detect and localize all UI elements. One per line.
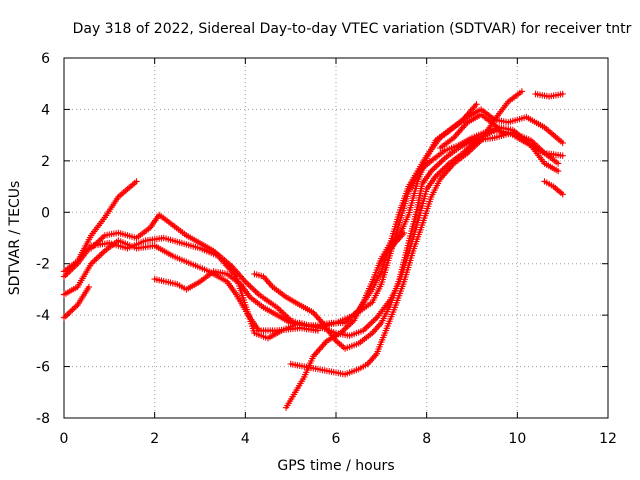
series-layer — [60, 88, 566, 411]
series-markers — [541, 178, 566, 198]
series-track-11 — [532, 90, 566, 100]
series-track-2 — [60, 283, 93, 321]
chart-title: Day 318 of 2022, Sidereal Day-to-day VTE… — [73, 21, 632, 37]
series-track-6 — [151, 106, 566, 329]
series-line — [90, 131, 560, 337]
series-track-13 — [437, 111, 507, 152]
x-axis-label: GPS time / hours — [277, 458, 394, 474]
x-tick-label: 6 — [332, 431, 341, 447]
series-markers — [60, 126, 566, 342]
series-markers — [282, 101, 480, 411]
series-track-7 — [251, 124, 562, 352]
series-track-12 — [541, 178, 566, 198]
series-markers — [532, 90, 566, 100]
grid-lines — [64, 58, 608, 418]
series-line — [153, 108, 564, 327]
y-tick-label: 6 — [41, 51, 50, 67]
series-markers — [437, 111, 507, 152]
y-tick-label: 4 — [41, 102, 50, 118]
x-tick-label: 0 — [60, 431, 69, 447]
series-markers — [60, 283, 93, 321]
x-tick-label: 4 — [241, 431, 250, 447]
series-markers — [60, 178, 140, 275]
series-markers — [378, 229, 408, 265]
series-markers — [151, 106, 566, 329]
y-tick-label: 2 — [41, 154, 50, 170]
y-tick-label: -2 — [36, 257, 50, 273]
series-track-4 — [60, 126, 566, 342]
series-markers — [251, 124, 562, 352]
x-tick-label: 8 — [422, 431, 431, 447]
x-tick-label: 10 — [508, 431, 526, 447]
axis-ticks: 0 2 4 6 8 10 12 -8 -6 -4 -2 0 2 4 6 — [36, 51, 617, 447]
series-track-1 — [60, 178, 140, 275]
x-tick-label: 2 — [150, 431, 159, 447]
y-tick-label: -4 — [36, 308, 50, 324]
series-track-10 — [378, 229, 408, 265]
x-tick-label: 12 — [599, 431, 617, 447]
y-tick-label: -8 — [36, 411, 50, 427]
y-tick-label: 0 — [41, 205, 50, 221]
y-axis-label: SDTVAR / TECUs — [7, 181, 23, 296]
y-tick-label: -6 — [36, 360, 50, 376]
